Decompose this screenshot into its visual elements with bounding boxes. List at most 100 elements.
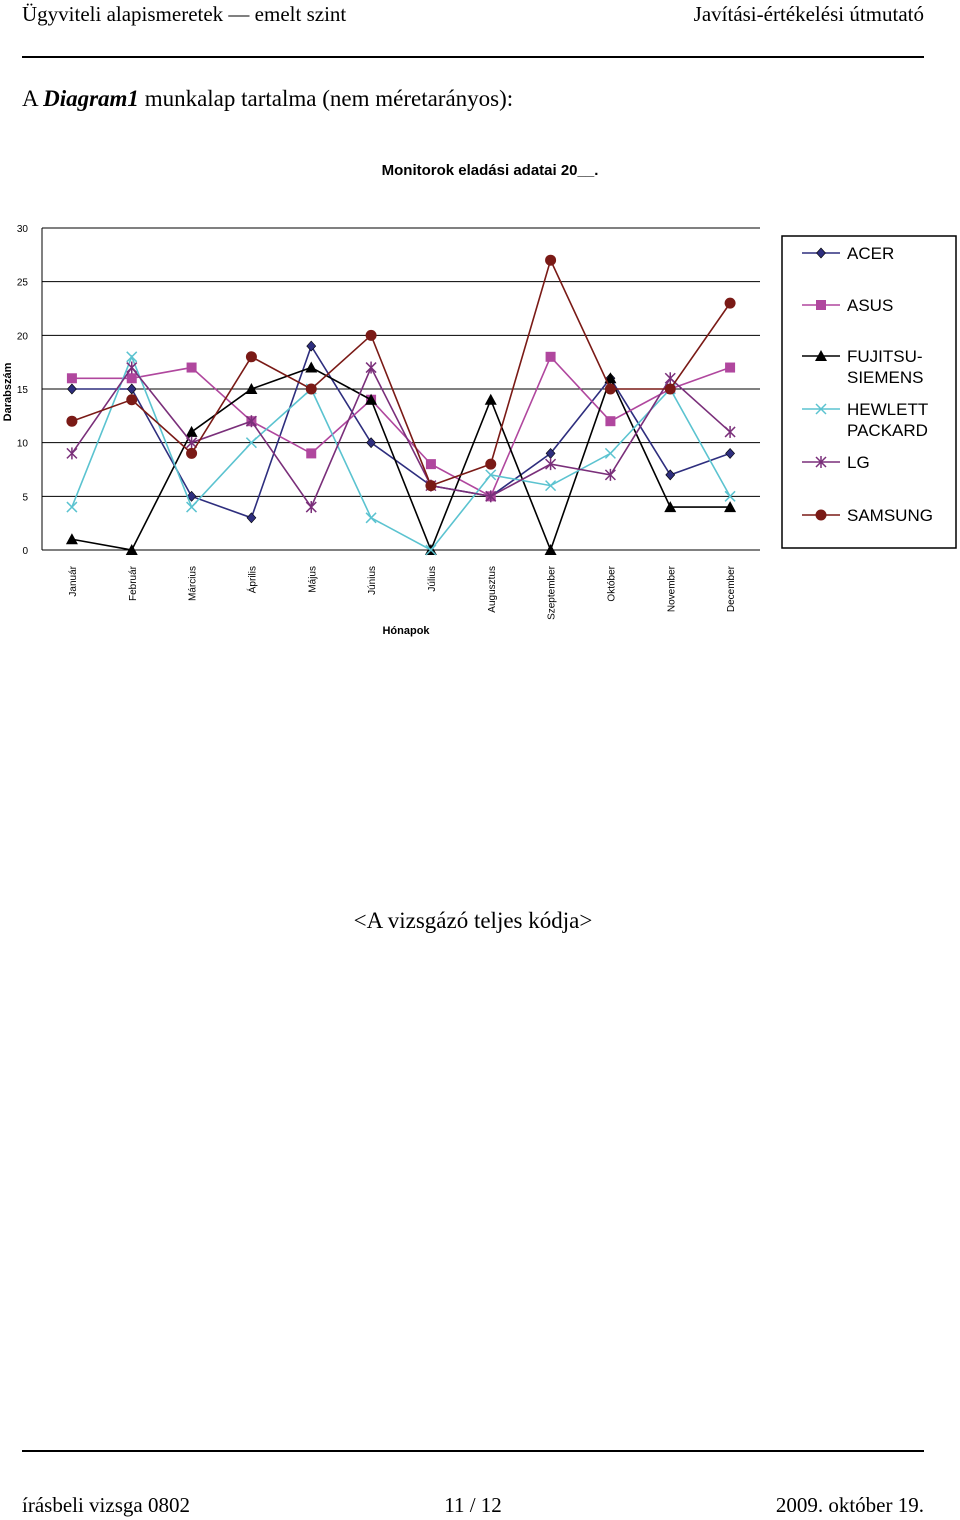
triangle-marker-shape	[185, 425, 198, 437]
x-tick-label: Január	[68, 565, 79, 596]
triangle-marker-shape	[815, 350, 827, 361]
legend-label: PACKARD	[847, 421, 928, 440]
series-asus-point	[425, 459, 436, 470]
square-marker-shape	[186, 362, 197, 373]
series-asus-point	[186, 362, 197, 373]
legend-item: LG	[802, 453, 870, 472]
x-tick-label: Március	[188, 566, 199, 601]
series-lg	[66, 361, 736, 514]
series-lg-point	[126, 361, 138, 374]
sales-line-chart: Monitorok eladási adatai 20__. Darabszám…	[2, 162, 957, 637]
series-hewlett-packard-point	[365, 512, 377, 524]
diamond-marker-shape	[665, 469, 676, 481]
x-marker-stroke	[815, 403, 827, 415]
square-marker-shape	[545, 351, 556, 362]
diamond-marker-shape	[725, 447, 735, 459]
y-tick-label: 25	[17, 278, 29, 289]
x-marker-stroke	[425, 544, 437, 556]
legend-box	[781, 235, 957, 549]
y-tick-label: 0	[22, 546, 28, 557]
circle-marker-shape	[815, 509, 827, 521]
series-acer-point	[67, 383, 77, 395]
triangle-marker-shape	[125, 544, 138, 555]
x-marker-stroke	[604, 447, 616, 459]
series-hewlett-packard-point	[425, 544, 437, 556]
series-lg-point	[186, 436, 198, 449]
series-samsung	[66, 254, 736, 492]
series-acer-point	[665, 469, 676, 481]
circle-marker-shape	[365, 329, 377, 341]
series-asus-point	[545, 351, 556, 362]
series-samsung-point	[724, 297, 736, 309]
x-marker-stroke	[66, 501, 78, 513]
y-tick-label: 30	[17, 224, 29, 235]
series-fujitsu-siemens-point	[724, 501, 737, 513]
series-hewlett-packard-point	[545, 480, 557, 492]
circle-marker-shape	[485, 458, 497, 470]
series-acer-point	[366, 437, 376, 449]
series-lg-point	[245, 415, 257, 428]
series-asus-line	[71, 355, 731, 498]
footer-page-number: 11 / 12	[444, 1493, 502, 1517]
series-samsung-point	[425, 480, 437, 492]
series-acer-point	[246, 512, 257, 524]
series-hewlett-packard-point	[245, 437, 257, 449]
series-acer-point	[186, 490, 197, 502]
series-samsung-line	[71, 257, 731, 487]
series-fujitsu-siemens-point	[185, 425, 198, 437]
plot-area: 0 5 10 15 20 25 30 Január Február Március Április M…	[17, 224, 760, 620]
y-axis-label: Darabszám	[2, 362, 14, 421]
y-tick-label: 5	[22, 492, 28, 503]
series-samsung-point	[186, 447, 198, 459]
x-axis-label: Hónapok	[382, 625, 430, 637]
triangle-marker-shape	[305, 361, 318, 373]
triangle-marker-shape	[604, 372, 617, 384]
series-asus-point	[605, 416, 616, 427]
series-acer-point	[126, 383, 137, 395]
diamond-marker-shape	[306, 340, 317, 352]
series-samsung-point	[245, 351, 257, 363]
footer-date: 2009. október 19.	[775, 1493, 924, 1517]
x-marker-stroke	[126, 351, 138, 363]
series-lg-point	[664, 372, 676, 385]
series-fujitsu-siemens-point	[484, 393, 497, 405]
square-marker-shape	[816, 300, 826, 310]
x-tick-label: Február	[128, 565, 139, 601]
triangle-marker-shape	[544, 544, 557, 555]
x-marker-stroke	[245, 437, 257, 449]
legend-item: ASUS	[802, 296, 893, 315]
x-tick-label: Szeptember	[547, 565, 558, 620]
series-hewlett-packard-point	[186, 501, 198, 513]
circle-marker-shape	[126, 394, 138, 406]
series-fujitsu-siemens-point	[544, 544, 557, 555]
series-fujitsu-siemens-point	[65, 533, 78, 545]
diamond-marker-shape	[186, 490, 197, 502]
series-fujitsu-siemens-point	[125, 544, 138, 555]
x-tick-label: Október	[606, 565, 617, 601]
series-fujitsu-siemens	[65, 361, 737, 555]
legend-marker	[816, 300, 826, 310]
circle-marker-shape	[305, 383, 317, 395]
chart-legend: ACER ASUS FUJITSU- SIEMENS HEWLETT PACKARD LG S…	[781, 235, 957, 549]
square-marker-shape	[425, 459, 436, 470]
x-tick-label: Augusztus	[487, 566, 498, 613]
legend-item: FUJITSU- SIEMENS	[802, 347, 924, 387]
series-acer-point	[725, 447, 735, 459]
series-hewlett-packard-point	[126, 351, 138, 363]
intro-text: A Diagram1 munkalap tartalma (nem méreta…	[22, 86, 513, 112]
series-fujitsu-siemens-point	[365, 393, 378, 405]
series-lg-point	[305, 501, 317, 514]
legend-item: SAMSUNG	[802, 506, 933, 525]
series-fujitsu-siemens-point	[664, 501, 677, 513]
legend-marker	[815, 456, 827, 468]
series-acer-point	[306, 340, 317, 352]
legend-label: LG	[847, 453, 870, 472]
series-hewlett-packard-point	[604, 447, 616, 459]
header-rule	[22, 56, 924, 58]
circle-marker-shape	[66, 415, 78, 427]
x-tick-label: November	[666, 565, 677, 612]
x-tick-label: Július	[427, 566, 438, 592]
square-marker-shape	[126, 373, 137, 384]
circle-marker-shape	[664, 383, 676, 395]
series-samsung-point	[365, 329, 377, 341]
